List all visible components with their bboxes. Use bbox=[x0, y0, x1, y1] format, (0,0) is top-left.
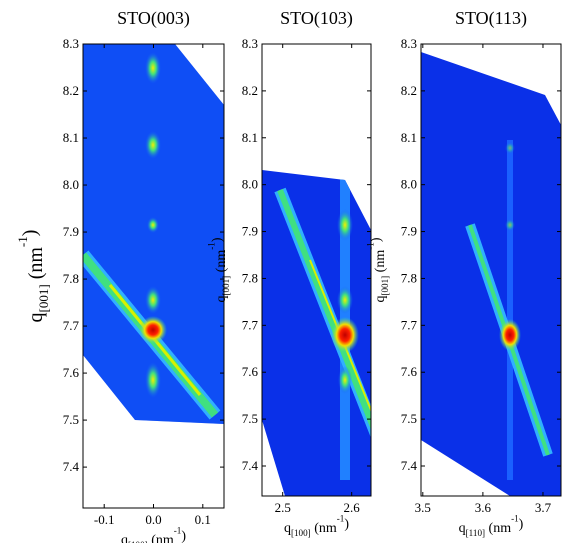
axis-label-part: q bbox=[373, 296, 388, 303]
axis-label-part: [100] bbox=[291, 528, 311, 538]
axis-label-part: -1 bbox=[207, 242, 217, 250]
y-tick-label: 8.0 bbox=[63, 177, 79, 192]
y-tick-label: 7.8 bbox=[401, 270, 417, 285]
axis-label-part: [001] bbox=[221, 276, 231, 296]
plot-frame bbox=[261, 43, 372, 497]
y-tick-label: 7.8 bbox=[242, 270, 258, 285]
x-tick-label: 2.6 bbox=[344, 500, 361, 515]
y-tick-label: 8.1 bbox=[242, 130, 258, 145]
intensity-map bbox=[262, 170, 371, 496]
axis-label-part: [100] bbox=[128, 540, 148, 543]
axis-label: q[001] (nm-1) bbox=[366, 237, 391, 302]
x-tick-label: 3.5 bbox=[415, 500, 431, 515]
axis-label-part: (nm bbox=[373, 250, 388, 276]
y-tick-label: 8.0 bbox=[401, 177, 417, 192]
axis-label-part: (nm bbox=[148, 533, 174, 543]
axis-label: q[001] (nm-1) bbox=[15, 230, 51, 323]
axis-label-part: ) bbox=[19, 230, 41, 237]
axis-label-part: (nm bbox=[485, 521, 511, 536]
y-tick-label: 7.8 bbox=[63, 271, 79, 286]
axis-label-part: -1 bbox=[174, 526, 182, 536]
y-tick-label: 7.7 bbox=[63, 318, 80, 333]
axis-label-part: ) bbox=[519, 517, 524, 532]
axis-label: q[110] (nm-1) bbox=[459, 514, 524, 539]
y-tick-label: 7.5 bbox=[63, 412, 79, 427]
axis-label-part: -1 bbox=[366, 242, 376, 250]
y-tick-label: 8.2 bbox=[401, 83, 417, 98]
axis-label: q[001] (nm-1) bbox=[207, 237, 232, 302]
chart-title: STO(003) bbox=[117, 8, 190, 29]
y-tick-label: 8.2 bbox=[63, 83, 79, 98]
y-tick-label: 8.3 bbox=[63, 36, 79, 51]
y-tick-label: 7.5 bbox=[401, 411, 417, 426]
y-tick-label: 8.2 bbox=[242, 83, 258, 98]
panel: 7.4 7.5 7.6 7.7 7.8 7.9 8.0 8.1 8.2 8.3 -0.1 0.0 0.1… bbox=[15, 8, 225, 543]
axis-label-part: [001] bbox=[380, 276, 390, 296]
axis-label: q[100] (nm-1) bbox=[121, 526, 186, 543]
y-tick-label: 7.4 bbox=[401, 458, 418, 473]
x-tick-label: 2.5 bbox=[275, 500, 291, 515]
y-tick-label: 8.3 bbox=[242, 36, 258, 51]
axis-label-part: q bbox=[214, 296, 229, 303]
axis-label-part: (nm bbox=[214, 250, 229, 276]
y-tick-label: 7.5 bbox=[242, 411, 258, 426]
axis-label-part: -1 bbox=[15, 236, 30, 247]
panel: 7.4 7.5 7.6 7.7 7.8 7.9 8.0 8.1 8.2 8.3 3.5 3.6 3.7 S… bbox=[366, 8, 562, 538]
plot-frame bbox=[420, 43, 562, 497]
y-tick-label: 7.7 bbox=[242, 317, 259, 332]
intensity-map bbox=[83, 44, 224, 424]
y-tick-label: 7.4 bbox=[63, 459, 80, 474]
y-tick-label: 7.4 bbox=[242, 458, 259, 473]
y-tick-label: 7.7 bbox=[401, 317, 418, 332]
y-tick-label: 7.6 bbox=[401, 364, 418, 379]
y-tick-label: 8.0 bbox=[242, 177, 258, 192]
x-tick-label: -0.1 bbox=[94, 512, 115, 527]
y-tick-label: 7.6 bbox=[242, 364, 259, 379]
x-tick-label: 3.7 bbox=[535, 500, 552, 515]
y-tick-label: 7.6 bbox=[63, 365, 80, 380]
y-tick-label: 8.3 bbox=[401, 36, 417, 51]
axis-label-part: -1 bbox=[511, 514, 519, 524]
x-tick-label: 0.0 bbox=[145, 512, 161, 527]
axis-label-part: [001] bbox=[36, 284, 51, 312]
y-tick-label: 7.9 bbox=[401, 224, 417, 239]
axis-label-part: (nm bbox=[25, 247, 47, 285]
axis-label-part: ) bbox=[369, 237, 384, 242]
axis-label-part: q bbox=[121, 533, 128, 543]
y-tick-label: 7.9 bbox=[242, 224, 258, 239]
chart-title: STO(103) bbox=[280, 8, 353, 29]
axis-label-part: q bbox=[459, 521, 466, 536]
chart-title: STO(113) bbox=[455, 8, 527, 29]
axis-label-part: -1 bbox=[337, 514, 345, 524]
y-tick-label: 8.1 bbox=[401, 130, 417, 145]
axis-label-part: q bbox=[284, 521, 291, 536]
axis-label: q[100] (nm-1) bbox=[284, 514, 349, 539]
axis-label-part: ) bbox=[344, 517, 349, 532]
axis-label-part: ) bbox=[181, 529, 186, 543]
axis-label-part: ) bbox=[210, 237, 225, 242]
y-tick-label: 8.1 bbox=[63, 130, 79, 145]
x-tick-label: 3.6 bbox=[475, 500, 492, 515]
x-tick-label: 0.1 bbox=[195, 512, 211, 527]
axis-label-part: [110] bbox=[466, 528, 485, 538]
panel: 7.4 7.5 7.6 7.7 7.8 7.9 8.0 8.1 8.2 8.3 2.5 2.6 STO(… bbox=[207, 8, 372, 538]
intensity-map bbox=[421, 52, 561, 496]
y-tick-label: 7.9 bbox=[63, 224, 79, 239]
axis-label-part: (nm bbox=[311, 521, 337, 536]
axis-label-part: q bbox=[25, 312, 47, 322]
